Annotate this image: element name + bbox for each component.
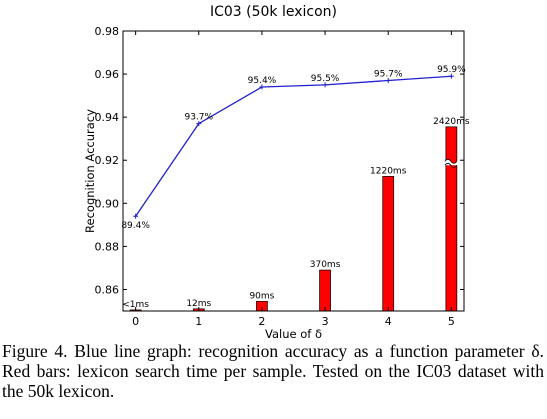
bars-layer (129, 126, 460, 312)
ticks-layer: 0.86 0.88 0.90 0.92 0.94 0.96 0.98 0 1 2 3 4 5 (95, 25, 464, 328)
chart-title: IC03 (50k lexicon) (209, 4, 338, 20)
y-tick-label: 0.90 (95, 197, 120, 210)
x-tick-label: 0 (132, 315, 139, 328)
axis-break-mark (444, 158, 458, 164)
time-bar (382, 176, 395, 312)
figure-caption: Figure 4. Blue line graph: recognition a… (2, 341, 544, 401)
y-tick-label: 0.88 (95, 240, 120, 253)
time-bar-label: 370ms (310, 260, 341, 270)
accuracy-label: 89.4% (121, 221, 150, 231)
x-tick-label: 5 (448, 315, 455, 328)
time-bar (445, 126, 458, 312)
chart: <1ms 12ms 90ms 370ms 1220ms 2420ms 89.4% 93.7% 9… (83, 25, 470, 340)
time-bar-label: 90ms (249, 291, 274, 301)
accuracy-label: 95.4% (248, 76, 277, 86)
y-tick-label: 0.94 (95, 111, 120, 124)
x-axis-label: Value of δ (265, 327, 322, 340)
labels-layer: <1ms 12ms 90ms 370ms 1220ms 2420ms 89.4% 93.7% 9… (121, 65, 470, 310)
time-bar-label: 12ms (186, 299, 211, 309)
accuracy-label: 95.5% (311, 74, 340, 84)
y-tick-label: 0.98 (95, 25, 120, 38)
time-bar-label: 2420ms (433, 117, 470, 127)
time-bar-label: 1220ms (370, 166, 407, 176)
accuracy-label: 93.7% (184, 113, 213, 123)
axis-break-gap (444, 159, 460, 166)
x-tick-label: 4 (385, 315, 392, 328)
axis-break-mark (444, 162, 458, 168)
y-tick-label: 0.92 (95, 154, 120, 167)
accuracy-label: 95.9% (437, 65, 466, 75)
y-tick-label: 0.96 (95, 68, 120, 81)
time-bar-label: <1ms (122, 300, 149, 310)
line-layer (133, 73, 454, 219)
x-tick-label: 2 (258, 315, 265, 328)
y-axis-label: Recognition Accuracy (83, 109, 97, 233)
accuracy-line (135, 75, 452, 217)
accuracy-label: 95.7% (374, 70, 403, 80)
x-tick-label: 1 (195, 315, 202, 328)
plot-frame (122, 30, 465, 312)
y-tick-label: 0.86 (95, 283, 120, 296)
time-bar (319, 269, 331, 312)
x-tick-label: 3 (322, 315, 329, 328)
